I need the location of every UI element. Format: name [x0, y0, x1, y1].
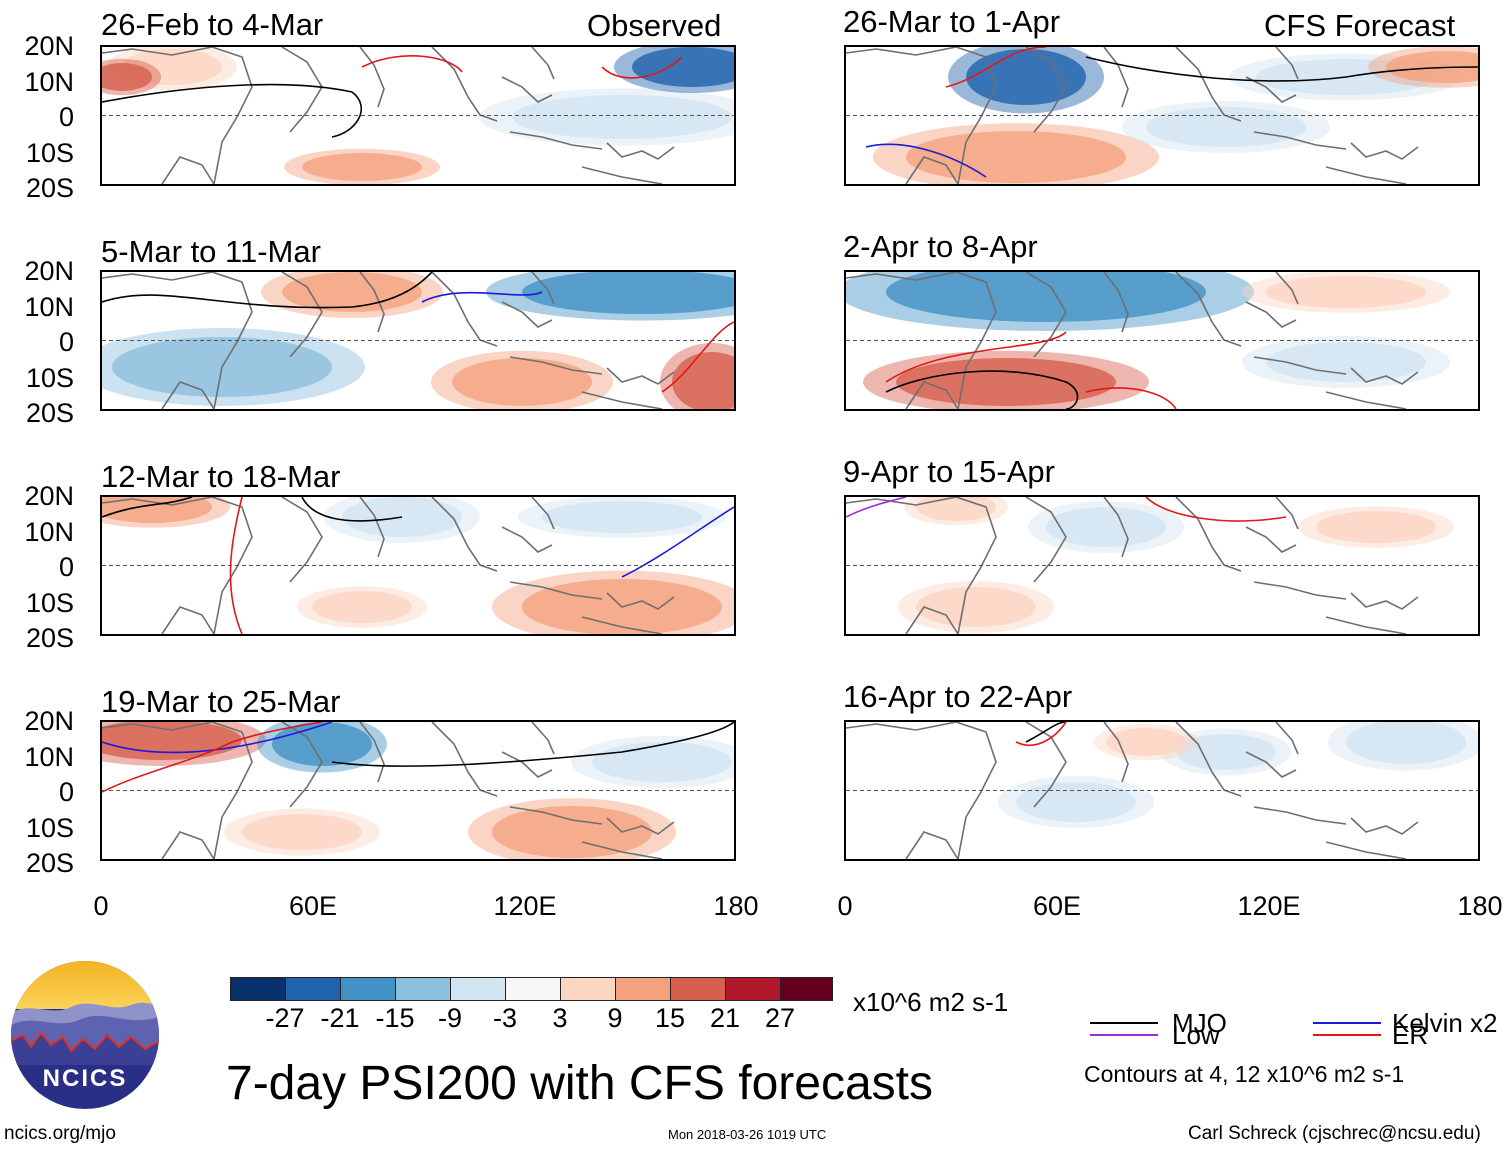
- colorbar-swatch: [725, 977, 781, 1001]
- panel-title-fcst-2: 2-Apr to 8-Apr: [843, 229, 1038, 264]
- lat-label: 0: [58, 552, 74, 582]
- lon-label: 0: [837, 891, 853, 921]
- lat-label: 10N: [24, 292, 74, 322]
- lat-label: 10S: [25, 363, 74, 393]
- website-link[interactable]: ncics.org/mjo: [4, 1123, 116, 1144]
- colorbar-label: -3: [492, 1003, 517, 1033]
- panel-title-obs-2: 5-Mar to 11-Mar: [101, 234, 321, 269]
- map-panel: [844, 495, 1480, 636]
- colorbar-label: 9: [607, 1003, 623, 1033]
- colorbar-swatch: [340, 977, 396, 1001]
- map-panel: [100, 720, 736, 861]
- colorbar-label: -15: [375, 1003, 415, 1033]
- lat-label: 10S: [25, 138, 74, 168]
- lat-label: 10S: [25, 813, 74, 843]
- map-panel: [844, 45, 1480, 186]
- panel-title-fcst-3: 9-Apr to 15-Apr: [843, 454, 1055, 489]
- lon-label: 60E: [1032, 891, 1082, 921]
- lat-label: 0: [58, 777, 74, 807]
- credit: Carl Schreck (cjschrec@ncsu.edu): [1188, 1123, 1481, 1144]
- contours-note: Contours at 4, 12 x10^6 m2 s-1: [1084, 1061, 1405, 1087]
- colorbar-swatch: [450, 977, 506, 1001]
- colorbar-label: 15: [654, 1003, 686, 1033]
- legend-line-mjo: [1090, 1022, 1158, 1024]
- legend-label-er: ER: [1392, 1020, 1429, 1050]
- map-graphic: [846, 272, 1478, 409]
- map-panel: [844, 270, 1480, 411]
- lat-label: 20S: [25, 398, 74, 428]
- colorbar-swatch: [780, 977, 833, 1001]
- colorbar-label: 27: [764, 1003, 796, 1033]
- lat-label: 10N: [24, 742, 74, 772]
- lat-label: 10N: [24, 517, 74, 547]
- lat-label: 20N: [24, 31, 74, 61]
- colorbar-label: -21: [320, 1003, 360, 1033]
- map-graphic: [102, 272, 734, 409]
- lon-label: 60E: [288, 891, 338, 921]
- colorbar-swatch: [670, 977, 726, 1001]
- colorbar-swatch: [615, 977, 671, 1001]
- colorbar-units: x10^6 m2 s-1: [853, 987, 1009, 1017]
- colorbar-label: 3: [552, 1003, 568, 1033]
- map-panel: [844, 720, 1480, 861]
- colorbar-label: -27: [265, 1003, 305, 1033]
- colorbar-swatch: [395, 977, 451, 1001]
- lat-label: 10S: [25, 588, 74, 618]
- map-panel: [100, 495, 736, 636]
- lon-label: 120E: [1237, 891, 1301, 921]
- map-graphic: [846, 47, 1478, 184]
- ncics-logo-graphic: [11, 961, 159, 1109]
- lat-label: 20N: [24, 481, 74, 511]
- colorbar-label: 21: [709, 1003, 741, 1033]
- panel-title-fcst-1: 26-Mar to 1-Apr: [843, 4, 1061, 39]
- lon-label: 120E: [493, 891, 557, 921]
- lat-label: 20N: [24, 256, 74, 286]
- map-graphic: [102, 497, 734, 634]
- lon-label: 180: [713, 891, 759, 921]
- lat-label: 0: [58, 102, 74, 132]
- colorbar-swatch: [505, 977, 561, 1001]
- colorbar-label: -9: [437, 1003, 462, 1033]
- lon-label: 180: [1457, 891, 1503, 921]
- colorbar-swatch: [285, 977, 341, 1001]
- colorbar-swatch: [230, 977, 286, 1001]
- lon-label: 0: [93, 891, 109, 921]
- legend-line-kelvin: [1313, 1022, 1381, 1024]
- lat-label: 0: [58, 327, 74, 357]
- lat-label: 20N: [24, 706, 74, 736]
- forecast-label: CFS Forecast: [1264, 8, 1456, 43]
- ncics-logo[interactable]: NCICS: [11, 961, 159, 1109]
- lat-label: 10N: [24, 67, 74, 97]
- panel-title-obs-4: 19-Mar to 25-Mar: [101, 684, 341, 719]
- lat-label: 20S: [25, 623, 74, 653]
- logo-text: NCICS: [42, 1065, 128, 1092]
- panel-title-fcst-4: 16-Apr to 22-Apr: [843, 679, 1073, 714]
- main-title: 7-day PSI200 with CFS forecasts: [226, 1057, 933, 1110]
- map-graphic: [846, 722, 1478, 859]
- legend-label-mjo: MJO: [1172, 1008, 1227, 1038]
- observed-label: Observed: [587, 8, 722, 43]
- legend-line-low: [1090, 1034, 1158, 1036]
- lat-label: 20S: [25, 848, 74, 878]
- panel-title-obs-1: 26-Feb to 4-Mar: [101, 7, 324, 42]
- map-graphic: [102, 722, 734, 859]
- colorbar-swatch: [560, 977, 616, 1001]
- map-panel: [100, 270, 736, 411]
- legend-label-low: Low: [1172, 1020, 1220, 1050]
- map-graphic: [102, 47, 734, 184]
- timestamp: Mon 2018-03-26 1019 UTC: [668, 1127, 827, 1142]
- legend-line-er: [1313, 1034, 1381, 1036]
- legend-label-kelvin: Kelvin x2: [1392, 1008, 1498, 1038]
- map-graphic: [846, 497, 1478, 634]
- map-panel: [100, 45, 736, 186]
- panel-title-obs-3: 12-Mar to 18-Mar: [101, 459, 341, 494]
- lat-label: 20S: [25, 173, 74, 203]
